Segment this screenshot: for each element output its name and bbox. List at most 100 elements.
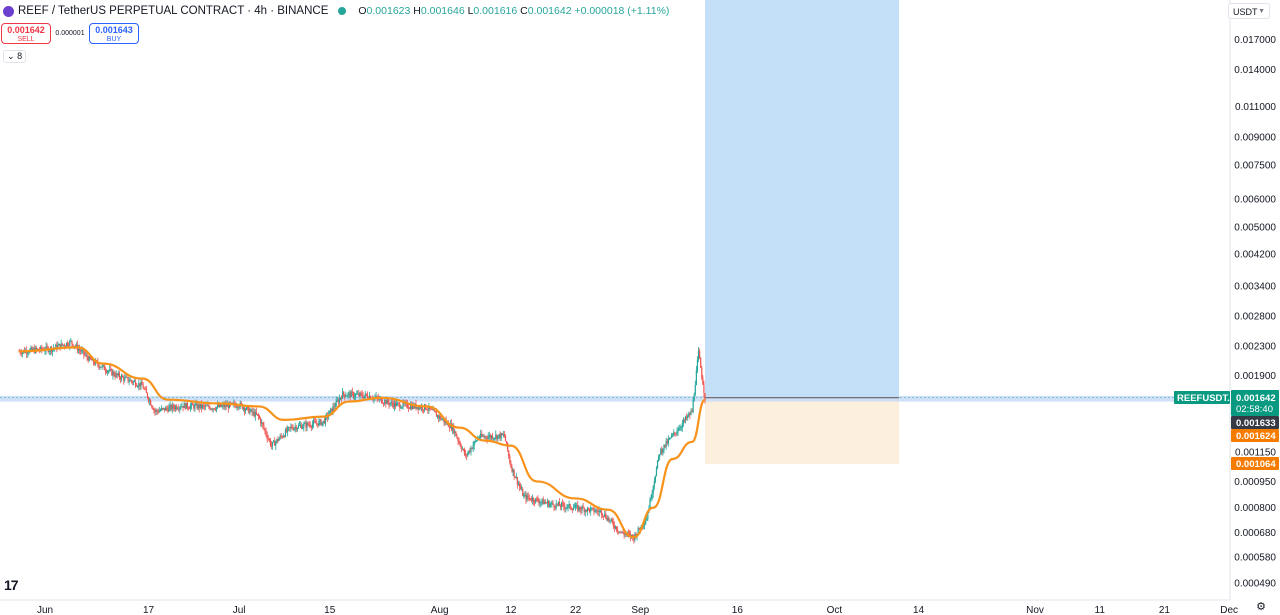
candle-body xyxy=(137,386,139,387)
candle-body xyxy=(399,403,401,408)
candle-body xyxy=(532,498,535,502)
candle-body xyxy=(398,402,400,404)
candle-body xyxy=(131,381,133,383)
moving-average-line xyxy=(19,346,707,539)
candle-body xyxy=(60,343,62,349)
x-tick-label: 21 xyxy=(1159,605,1171,615)
candle-body xyxy=(307,422,309,425)
candle-body xyxy=(695,370,697,386)
candle-body xyxy=(366,395,369,398)
candle-body xyxy=(271,442,274,446)
candle-body xyxy=(363,395,365,398)
candle-body xyxy=(651,493,653,499)
avg-price-text: 0.001633 xyxy=(1236,418,1276,429)
candle-body xyxy=(329,410,331,415)
candle-body xyxy=(502,434,504,436)
candle-body xyxy=(324,416,326,424)
candle-body xyxy=(352,392,355,398)
candle-body xyxy=(519,486,522,489)
candle-body xyxy=(665,440,667,447)
candle-body xyxy=(479,437,481,439)
candle-body xyxy=(265,430,267,435)
candle-body xyxy=(628,533,631,535)
candle-body xyxy=(126,376,128,378)
candle-body xyxy=(150,400,152,406)
candle-body xyxy=(416,407,418,409)
candle-body xyxy=(580,509,582,511)
low-key: L xyxy=(467,5,474,17)
candle-body xyxy=(189,405,192,409)
candle-body xyxy=(677,430,679,432)
settings-icon[interactable]: ⚙ xyxy=(1256,601,1266,613)
candle-body xyxy=(69,340,71,346)
candle-body xyxy=(103,365,105,370)
candle-body xyxy=(314,421,316,422)
candle-body xyxy=(179,407,181,410)
candle-body xyxy=(456,435,458,438)
candle-body xyxy=(160,408,163,411)
high-key: H xyxy=(413,5,421,17)
currency-label: USDT xyxy=(1233,7,1258,17)
candle-body xyxy=(138,382,140,387)
candle-body xyxy=(222,404,224,406)
candle-body xyxy=(316,423,318,425)
candle-body xyxy=(224,404,226,408)
candle-body xyxy=(566,507,568,509)
candle-body xyxy=(546,501,549,504)
sell-button[interactable]: 0.001642 SELL xyxy=(1,23,51,44)
candle-body xyxy=(244,409,247,411)
candle-body xyxy=(98,364,100,368)
indicators-toggle[interactable]: ⌄ 8 xyxy=(3,50,27,63)
candle-body xyxy=(675,433,677,434)
candle-body xyxy=(395,402,398,407)
open-value: 0.001623 xyxy=(366,5,411,17)
candle-body xyxy=(690,411,692,415)
candle-body xyxy=(684,416,687,421)
candle-body xyxy=(503,434,506,436)
candle-body xyxy=(36,348,39,350)
y-tick-label: 0.000950 xyxy=(1234,477,1276,488)
stop-zone xyxy=(705,397,900,465)
buy-button[interactable]: 0.001643 BUY xyxy=(89,23,139,44)
candle-body xyxy=(702,377,704,385)
candle-body xyxy=(438,415,440,419)
candle-body xyxy=(507,442,509,451)
candle-body xyxy=(406,402,408,408)
symbol-title[interactable]: REEF / TetherUS PERPETUAL CONTRACT · 4h … xyxy=(18,5,329,17)
candle-body xyxy=(488,435,490,437)
currency-select[interactable]: USDT ▼ xyxy=(1228,3,1270,19)
candle-body xyxy=(560,502,563,507)
candle-body xyxy=(48,350,50,352)
candle-body xyxy=(422,409,425,411)
candle-body xyxy=(535,498,537,503)
candle-body xyxy=(536,498,538,500)
candle-body xyxy=(623,533,625,536)
level-badge xyxy=(1231,429,1279,442)
candle-body xyxy=(618,531,620,533)
ohlc-readout: O0.001623 H0.001646 L0.001616 C0.001642 … xyxy=(358,5,669,17)
candle-body xyxy=(527,495,529,498)
candle-body xyxy=(99,367,101,369)
candle-body xyxy=(397,402,399,404)
tradingview-logo[interactable]: 17 xyxy=(4,577,19,593)
candle-body xyxy=(94,362,96,365)
candle-body xyxy=(500,433,502,439)
candle-body xyxy=(298,425,301,427)
candle-body xyxy=(269,440,271,446)
candle-body xyxy=(195,403,197,405)
candle-body xyxy=(693,394,695,401)
candle-body xyxy=(78,349,81,351)
candle-body xyxy=(70,340,72,342)
candle-body xyxy=(431,408,433,410)
candle-body xyxy=(109,369,111,371)
candle-body xyxy=(144,388,146,390)
candle-body xyxy=(667,439,669,444)
candle-body xyxy=(173,407,176,409)
candle-body xyxy=(136,385,138,387)
candle-body xyxy=(262,422,264,426)
candle-body xyxy=(81,350,83,352)
candle-body xyxy=(419,406,421,409)
candle-body xyxy=(128,381,130,382)
candle-body xyxy=(166,407,168,409)
